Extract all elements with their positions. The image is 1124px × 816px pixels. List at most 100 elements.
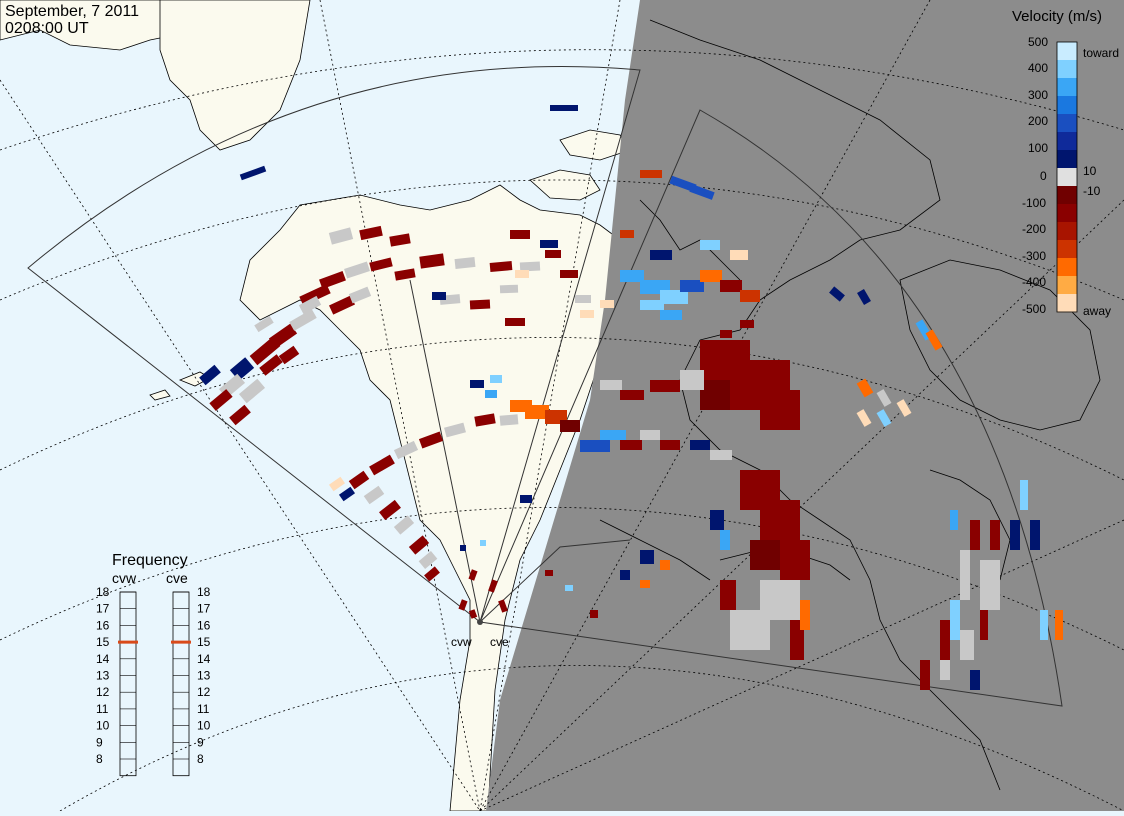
velocity-cell xyxy=(876,389,892,407)
velocity-cell xyxy=(499,284,519,294)
velocity-cell xyxy=(700,240,720,250)
velocity-cell xyxy=(560,420,580,432)
velocity-cell xyxy=(498,599,508,613)
velocity-cell xyxy=(700,380,730,410)
colorbar-tick-label: -300 xyxy=(1022,249,1046,263)
velocity-cell xyxy=(640,580,650,588)
velocity-cell xyxy=(480,540,486,546)
velocity-cell xyxy=(650,380,680,392)
velocity-cell xyxy=(444,422,466,438)
velocity-cell xyxy=(660,310,682,320)
velocity-cell xyxy=(689,184,715,200)
velocity-cell xyxy=(580,310,594,318)
velocity-cell xyxy=(1010,520,1020,550)
north-america-land xyxy=(239,184,641,812)
velocity-cell xyxy=(940,660,950,680)
colorbar-tick-label: 300 xyxy=(1028,88,1048,102)
colorbar-segment xyxy=(1057,150,1077,169)
velocity-cell xyxy=(328,227,354,245)
velocity-cell xyxy=(393,440,419,460)
colorbar-segment xyxy=(1057,60,1077,79)
velocity-cell xyxy=(389,233,411,247)
velocity-cell xyxy=(980,610,988,640)
velocity-cell xyxy=(519,261,541,272)
frequency-level-label: 16 xyxy=(96,618,110,632)
velocity-cell xyxy=(319,271,346,289)
velocity-cell xyxy=(620,440,642,450)
velocity-cell xyxy=(469,299,491,310)
date-label: September, 7 2011 xyxy=(5,3,139,20)
velocity-cell xyxy=(760,390,800,430)
colorbar-segment xyxy=(1057,132,1077,151)
velocity-cell xyxy=(432,292,446,300)
toward-label: toward xyxy=(1083,46,1119,60)
frequency-level-label: 11 xyxy=(197,702,210,716)
colorbar-segment xyxy=(1057,276,1077,295)
velocity-cell xyxy=(600,430,626,440)
frequency-title: Frequency xyxy=(112,552,188,569)
velocity-cell xyxy=(680,370,704,390)
velocity-cell xyxy=(575,295,591,303)
radar-label-cve: cve xyxy=(490,635,509,649)
radar-site-marker xyxy=(477,619,483,625)
velocity-cell xyxy=(640,550,654,564)
velocity-cell xyxy=(950,510,958,530)
velocity-cell xyxy=(460,545,466,551)
radar-sites: cvw cve xyxy=(451,619,509,649)
velocity-cell xyxy=(640,300,664,310)
colorbar-segment xyxy=(1057,186,1077,205)
velocity-cell xyxy=(229,404,251,426)
colorbar-segment xyxy=(1057,168,1077,187)
velocity-cell xyxy=(515,270,529,278)
colorbar-tick-label: -200 xyxy=(1022,222,1046,236)
velocity-cell xyxy=(505,318,525,326)
frequency-level-label: 11 xyxy=(96,702,109,716)
velocity-cell xyxy=(468,569,478,581)
frequency-level-label: 12 xyxy=(96,685,110,699)
velocity-cell xyxy=(369,454,395,476)
velocity-cell xyxy=(620,270,644,282)
colorbar-tick-label: 200 xyxy=(1028,114,1048,128)
velocity-cell xyxy=(640,170,662,178)
frequency-level-label: 14 xyxy=(96,652,110,666)
frequency-label-cve: cve xyxy=(166,570,188,586)
frequency-ladders: 18 17 16 15 14 13 12 11 10 9 8 18 17 16 15 14 13 12 11 10 9 8 xyxy=(96,585,211,777)
colorbar-segment xyxy=(1057,78,1077,97)
frequency-level-label: 17 xyxy=(197,602,211,616)
velocity-cell xyxy=(720,580,736,610)
frequency-level-label: 15 xyxy=(96,635,110,649)
colorbar-segment xyxy=(1057,294,1077,313)
velocity-cell xyxy=(489,261,513,272)
velocity-cell xyxy=(640,430,660,440)
velocity-cell xyxy=(490,375,502,383)
velocity-cell xyxy=(720,280,742,292)
colorbar-tick-label: -500 xyxy=(1022,302,1046,316)
velocity-cell xyxy=(710,450,732,460)
velocity-cell xyxy=(329,295,355,315)
frequency-level-label: 10 xyxy=(96,719,110,733)
velocity-cell xyxy=(418,431,444,449)
cvw-fov xyxy=(27,66,641,623)
velocity-cell xyxy=(857,288,871,306)
velocity-cell xyxy=(1020,480,1028,510)
frequency-level-label: 15 xyxy=(197,635,211,649)
velocity-cell xyxy=(328,476,346,492)
frequency-label-cvw: cvw xyxy=(112,570,137,586)
velocity-colorbar-title: Velocity (m/s) xyxy=(1012,8,1102,25)
frequency-level-label: 9 xyxy=(197,735,204,749)
velocity-colorbar-bar xyxy=(1056,41,1078,313)
velocity-cell xyxy=(458,599,468,611)
colorbar-frame xyxy=(1056,41,1078,313)
velocity-cell xyxy=(363,485,385,505)
velocity-cell xyxy=(620,230,634,238)
velocity-cell xyxy=(1030,520,1040,550)
velocity-cell xyxy=(970,520,980,550)
frequency-level-label: 17 xyxy=(96,602,110,616)
velocity-cell xyxy=(298,295,322,315)
radar-velocity-cells xyxy=(199,105,1063,690)
velocity-cell xyxy=(485,390,497,398)
velocity-cell xyxy=(590,610,598,618)
velocity-cell xyxy=(730,250,748,260)
velocity-colorbar-ticks: 500400300200100100-10-100-200-300-400-50… xyxy=(1022,35,1101,316)
